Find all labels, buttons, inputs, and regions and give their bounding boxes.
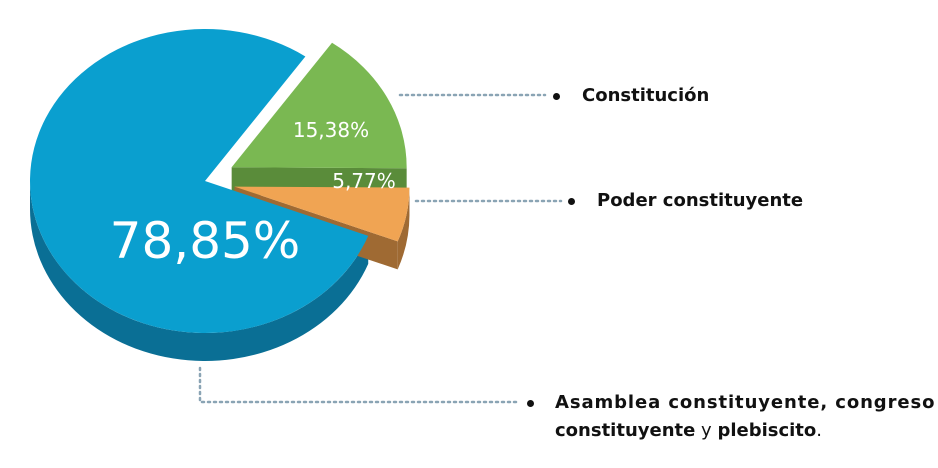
leader-lines — [198, 93, 563, 404]
legend-label-asamblea-line1: Asamblea constituyente, congreso — [555, 392, 936, 413]
leader-line-asamblea — [198, 366, 522, 404]
legend-text-period: . — [816, 420, 823, 441]
slice-top-constitucion — [231, 42, 407, 169]
slice-side-asamblea — [30, 181, 369, 362]
slice-labels: 78,85% 15,38% 5,77% — [110, 118, 396, 270]
slice-label-poder: 5,77% — [332, 169, 396, 193]
legend-label-asamblea-line2: constituyente y plebiscito. — [555, 417, 935, 445]
slice-tops — [29, 28, 410, 334]
slice-label-asamblea: 78,85% — [110, 212, 301, 270]
legend-label-asamblea: Asamblea constituyente, congreso constit… — [555, 389, 935, 445]
slice-top-poder — [234, 186, 410, 242]
legend-text-y: y — [695, 420, 718, 441]
legend-text-constituyente: constituyente — [555, 420, 696, 441]
legend-bullet-constitucion — [553, 93, 560, 100]
slice-label-constitucion: 15,38% — [293, 118, 369, 142]
legend-label-constitucion: Constitución — [582, 85, 710, 106]
legend-bullet-poder — [568, 198, 575, 205]
slice-top-asamblea — [29, 28, 369, 334]
slice-side-poder — [397, 187, 410, 270]
legend-text-plebiscito: plebiscito — [717, 420, 817, 441]
legend-label-poder: Poder constituyente — [597, 190, 804, 211]
legend-bullet-asamblea — [527, 400, 534, 407]
